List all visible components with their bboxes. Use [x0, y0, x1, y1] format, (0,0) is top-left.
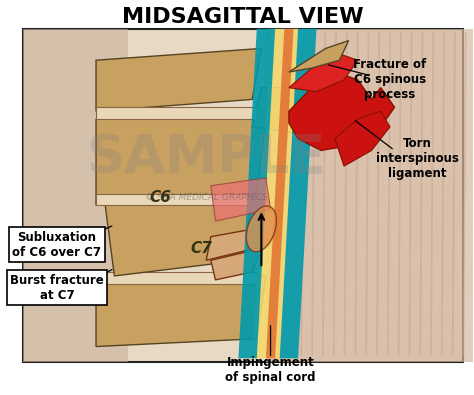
Polygon shape	[238, 29, 275, 358]
Polygon shape	[96, 276, 266, 346]
Text: Burst fracture
at C7: Burst fracture at C7	[10, 274, 104, 302]
Polygon shape	[105, 198, 252, 276]
Polygon shape	[96, 119, 266, 205]
Polygon shape	[206, 225, 275, 260]
Polygon shape	[211, 178, 271, 221]
Polygon shape	[266, 29, 473, 362]
Polygon shape	[96, 49, 261, 111]
Polygon shape	[335, 111, 390, 166]
Polygon shape	[266, 29, 293, 358]
Ellipse shape	[246, 206, 276, 252]
Text: C6: C6	[149, 190, 171, 205]
Polygon shape	[23, 29, 128, 362]
Polygon shape	[96, 107, 257, 119]
Text: © S&A MEDICAL GRAPHICS: © S&A MEDICAL GRAPHICS	[145, 193, 268, 202]
Polygon shape	[252, 29, 298, 358]
Text: MIDSAGITTAL VIEW: MIDSAGITTAL VIEW	[122, 7, 364, 27]
Text: C7: C7	[191, 241, 213, 256]
Polygon shape	[96, 272, 257, 284]
Polygon shape	[96, 194, 252, 205]
Polygon shape	[289, 53, 358, 92]
Polygon shape	[280, 29, 317, 358]
Polygon shape	[252, 88, 344, 139]
Text: Subluxation
of C6 over C7: Subluxation of C6 over C7	[12, 231, 101, 259]
FancyBboxPatch shape	[23, 29, 464, 362]
Text: Impingement
of spinal cord: Impingement of spinal cord	[225, 356, 316, 384]
Text: SAMPLE: SAMPLE	[86, 132, 326, 184]
Text: Torn
interspinous
ligament: Torn interspinous ligament	[376, 137, 459, 180]
Polygon shape	[211, 248, 261, 280]
Polygon shape	[289, 72, 394, 150]
Text: Fracture of
C6 spinous
process: Fracture of C6 spinous process	[353, 58, 427, 102]
Polygon shape	[289, 41, 348, 72]
